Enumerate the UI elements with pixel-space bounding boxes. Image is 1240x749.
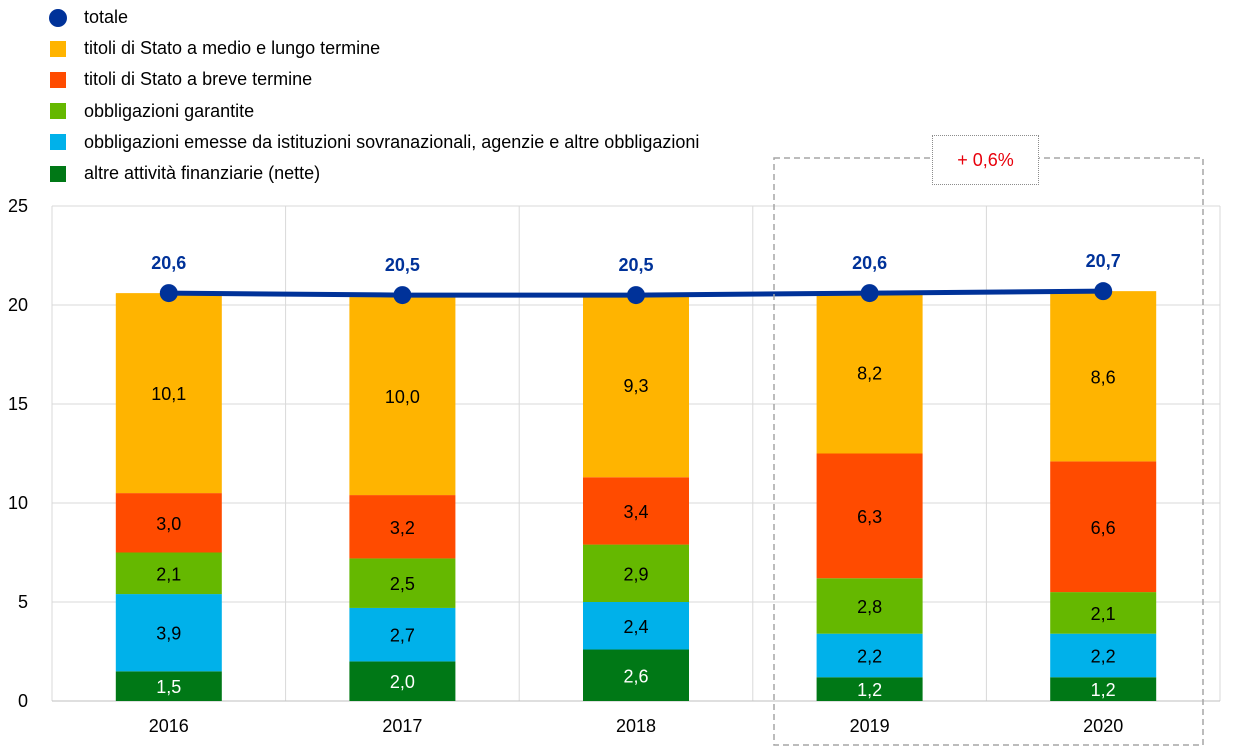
bar-segment (349, 558, 456, 608)
bar-data-label: 1,2 (857, 680, 882, 700)
bar-data-label: 2,5 (390, 574, 415, 594)
legend-label: titoli di Stato a medio e lungo termine (84, 38, 381, 59)
legend-label: totale (84, 7, 129, 28)
bar-data-label: 2,2 (1091, 646, 1116, 666)
bar-segment (583, 293, 689, 478)
bar-segment (1050, 592, 1157, 634)
y-tick-label: 10 (8, 493, 28, 513)
legend-label: titoli di Stato a breve termine (84, 69, 313, 90)
bar-data-label: 6,3 (857, 507, 882, 527)
bar-segment (115, 594, 222, 672)
y-tick-label: 25 (8, 196, 28, 216)
bar-data-label: 9,3 (623, 376, 648, 396)
bar-segment (583, 649, 689, 701)
bar-data-label: 2,0 (390, 672, 415, 692)
bar-data-label: 2,7 (390, 626, 415, 646)
legend-item-covered-bonds: obbligazioni garantite (50, 96, 699, 127)
total-point (393, 286, 412, 305)
total-data-label: 20,7 (1086, 251, 1121, 271)
legend-swatch-long-term (50, 40, 66, 57)
bar-data-label: 3,0 (156, 514, 181, 534)
total-point (1094, 282, 1113, 301)
total-data-label: 20,5 (618, 255, 653, 275)
bar-data-label: 2,1 (156, 564, 181, 584)
bar-data-label: 2,1 (1091, 604, 1116, 624)
bar-data-label: 3,4 (623, 502, 648, 522)
bar-data-label: 8,6 (1091, 367, 1116, 387)
total-line: 20,6 20,5 20,5 20,6 20,7 (151, 251, 1121, 305)
bar-data-label: 8,2 (857, 363, 882, 383)
legend-label: altre attività finanziarie (nette) (84, 163, 321, 184)
bar-data-label: 2,8 (857, 597, 882, 617)
legend-swatch-supranational (50, 134, 66, 151)
legend: totale titoli di Stato a medio e lungo t… (49, 2, 699, 189)
bar-data-label: 2,9 (623, 564, 648, 584)
bar-segment (816, 578, 923, 634)
bar-segment (1050, 677, 1157, 701)
bar-segment (349, 297, 456, 496)
legend-label: obbligazioni emesse da istituzioni sovra… (84, 131, 700, 152)
change-annotation: + 0,6% (932, 135, 1039, 185)
legend-label: obbligazioni garantite (84, 100, 255, 121)
legend-swatch-short-term (50, 71, 66, 88)
bar-segment (1050, 291, 1157, 462)
total-point (159, 284, 178, 303)
bar-data-label: 1,2 (1091, 680, 1116, 700)
bar-segment (583, 602, 689, 650)
bar-segment (816, 291, 923, 454)
total-point (627, 286, 645, 305)
bar-data-label: 1,5 (156, 677, 181, 697)
bar-segment (349, 607, 456, 662)
bar-data-label: 2,2 (857, 646, 882, 666)
bar-data-label: 6,6 (1091, 518, 1116, 538)
total-data-label: 20,6 (151, 253, 186, 273)
total-data-label: 20,5 (385, 255, 420, 275)
legend-item-totale: totale (49, 2, 699, 33)
legend-item-short-term: titoli di Stato a breve termine (50, 64, 699, 95)
bar-segment (1050, 633, 1157, 678)
x-tick-label: 2020 (1083, 716, 1123, 736)
bar-data-label: 10,0 (385, 387, 420, 407)
legend-item-long-term: titoli di Stato a medio e lungo termine (50, 33, 699, 64)
legend-swatch-covered-bonds (50, 103, 66, 120)
y-tick-label: 5 (18, 592, 28, 612)
bar-data-label: 2,6 (623, 666, 648, 686)
bar-segment (583, 477, 689, 545)
y-tick-label: 15 (8, 394, 28, 414)
bar-segment (349, 495, 456, 559)
x-tick-label: 2017 (382, 716, 422, 736)
bar-segment (816, 677, 923, 701)
bar-segment (115, 552, 222, 595)
legend-item-other-assets: altre attività finanziarie (nette) (50, 158, 699, 189)
legend-item-supranational: obbligazioni emesse da istituzioni sovra… (50, 127, 699, 158)
y-axis: 0 5 10 15 20 25 (8, 196, 28, 711)
y-tick-label: 20 (8, 295, 28, 315)
total-point (860, 284, 879, 303)
bar-data-label: 2,4 (623, 617, 648, 637)
bar-segment (816, 453, 923, 579)
bar-segment (349, 661, 456, 701)
legend-marker-totale (49, 8, 67, 27)
x-tick-label: 2016 (149, 716, 189, 736)
bar-segment (115, 493, 222, 553)
bar-segment (115, 671, 222, 701)
bar-data-label: 3,2 (390, 518, 415, 538)
bar-segment (816, 633, 923, 678)
total-data-label: 20,6 (852, 253, 887, 273)
bar-segment (115, 293, 222, 494)
x-tick-label: 2019 (850, 716, 890, 736)
bar-segment (1050, 461, 1157, 593)
bar-data-label: 3,9 (156, 624, 181, 644)
bar-stacks: 1,5 3,9 2,1 3,0 10,1 2,0 2,7 2,5 3,2 10,0 2,6 2,4 2,… (115, 291, 1157, 701)
legend-swatch-other-assets (50, 165, 66, 182)
x-axis: 2016 2017 2018 2019 2020 (52, 700, 1220, 736)
bar-segment (583, 544, 689, 602)
bar-data-label: 10,1 (151, 384, 186, 404)
y-tick-label: 0 (18, 691, 28, 711)
x-tick-label: 2018 (616, 716, 656, 736)
